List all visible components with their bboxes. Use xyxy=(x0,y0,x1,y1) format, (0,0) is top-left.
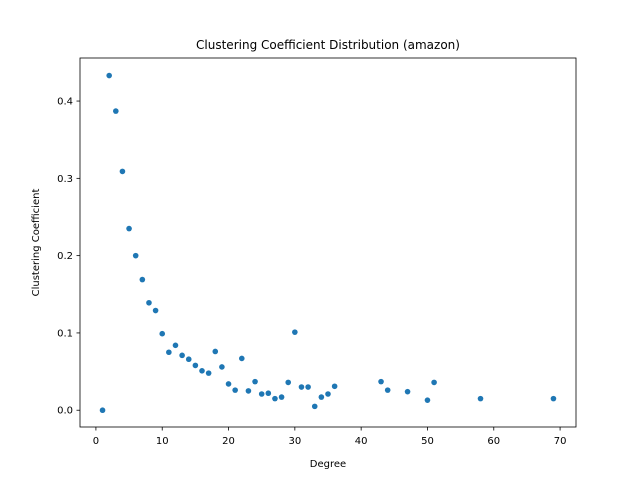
data-point xyxy=(298,384,305,390)
data-point xyxy=(477,395,484,402)
data-point xyxy=(185,356,192,363)
data-point xyxy=(311,403,318,410)
data-point xyxy=(285,379,292,386)
data-point xyxy=(278,394,285,400)
y-axis-label: Clustering Coefficient xyxy=(31,189,42,297)
data-point xyxy=(232,387,238,393)
data-point xyxy=(378,378,384,385)
data-point xyxy=(152,307,159,314)
data-point xyxy=(179,352,185,359)
data-point xyxy=(305,384,311,390)
data-point xyxy=(318,394,325,400)
data-point xyxy=(113,108,119,114)
plot-area: 0 10 20 30 40 50 60 70 0.0 0.1 0.2 0.3 0.4 xyxy=(57,72,567,447)
data-point xyxy=(431,379,437,386)
data-point xyxy=(225,381,232,387)
x-tick-label: 0 xyxy=(93,436,99,447)
x-tick-label: 10 xyxy=(156,436,169,447)
data-point xyxy=(99,407,106,414)
data-point xyxy=(238,355,245,362)
data-point xyxy=(424,397,431,403)
y-tick-label: 0.4 xyxy=(57,97,73,108)
x-tick-label: 40 xyxy=(355,436,368,447)
data-point xyxy=(139,276,146,283)
data-point xyxy=(192,362,199,369)
x-tick-label: 20 xyxy=(222,436,235,447)
data-point xyxy=(166,349,172,356)
y-tick-label: 0.1 xyxy=(57,328,73,339)
data-point xyxy=(245,388,252,394)
x-tick-label: 70 xyxy=(554,436,567,447)
x-tick-label: 50 xyxy=(421,436,434,447)
chart-title: Clustering Coefficient Distribution (ama… xyxy=(196,38,460,52)
data-point xyxy=(550,395,557,402)
data-point xyxy=(272,395,278,402)
x-tick-label: 60 xyxy=(487,436,500,447)
data-point xyxy=(199,368,205,374)
data-point xyxy=(325,391,331,397)
data-point xyxy=(404,388,411,395)
data-point xyxy=(126,225,132,232)
y-tick-label: 0.0 xyxy=(57,406,73,417)
data-point xyxy=(265,390,272,397)
data-point xyxy=(159,330,166,337)
data-point xyxy=(205,370,212,376)
y-tick-label: 0.3 xyxy=(57,174,73,185)
data-point xyxy=(106,72,112,79)
data-point xyxy=(384,387,391,393)
data-point xyxy=(258,391,265,397)
data-point xyxy=(172,342,179,349)
axes-frame xyxy=(79,57,577,428)
data-point xyxy=(146,299,152,306)
data-point xyxy=(292,329,298,335)
data-point xyxy=(331,383,338,390)
x-axis-label: Degree xyxy=(310,459,346,470)
data-point xyxy=(252,378,258,385)
data-point xyxy=(119,168,126,175)
y-tick-label: 0.2 xyxy=(57,251,73,262)
data-point xyxy=(219,364,225,370)
data-point xyxy=(132,252,139,259)
x-tick-label: 30 xyxy=(288,436,301,447)
data-point xyxy=(212,348,219,355)
